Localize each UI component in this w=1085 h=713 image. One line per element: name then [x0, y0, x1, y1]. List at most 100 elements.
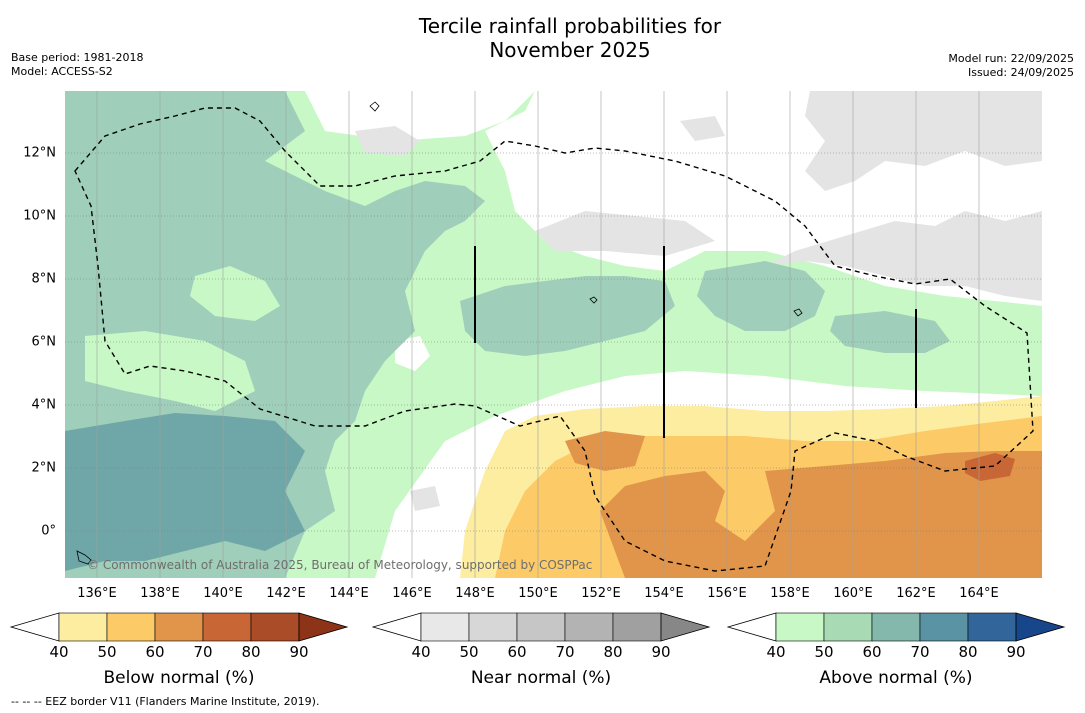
- region-near-1: [805, 91, 1042, 191]
- copyright-notice: © Commonwealth of Australia 2025, Bureau…: [87, 558, 593, 572]
- colorbar-tick: 40: [411, 643, 431, 661]
- graticule: [65, 152, 1042, 532]
- colorbar-below-extend-low: [10, 612, 60, 642]
- region-above-70: [65, 413, 305, 571]
- colorbar-near-extend-low: [372, 612, 422, 642]
- x-tick: 138°E: [140, 586, 180, 601]
- colorbar-below-bin-5: [250, 612, 300, 642]
- colorbar-tick: 80: [603, 643, 623, 661]
- region-above-50-pocket-2: [190, 266, 280, 321]
- colorbar-near-bin-2: [468, 612, 518, 642]
- colorbar-below-bin-3: [154, 612, 204, 642]
- region-below-70: [600, 451, 1042, 578]
- legend-below-label: Below normal (%): [103, 668, 255, 688]
- x-tick: 154°E: [644, 586, 684, 601]
- title-line-1: Tercile rainfall probabilities for: [418, 14, 722, 38]
- colorbar-above-extend-low: [727, 612, 777, 642]
- region-white-small-1: [395, 336, 430, 371]
- x-tick: 158°E: [770, 586, 810, 601]
- colorbar-tick: 50: [459, 643, 479, 661]
- colorbar-tick: 70: [555, 643, 575, 661]
- title-line-2: November 2025: [489, 38, 651, 62]
- colorbar-below-bin-2: [106, 612, 156, 642]
- colorbar-tick: 40: [49, 643, 69, 661]
- colorbar-near-bin-5: [612, 612, 662, 642]
- map-panel: [65, 91, 1042, 578]
- colorbar-below-normal: [10, 612, 349, 642]
- colorbar-tick: 60: [145, 643, 165, 661]
- meridians: [96, 91, 980, 578]
- colorbar-above-extend-high: [1015, 612, 1066, 642]
- eez-boundary-lines: [474, 246, 917, 438]
- y-axis-ticks: 12°N 10°N 8°N 6°N 4°N 2°N 0°: [0, 0, 60, 713]
- y-tick: 4°N: [31, 397, 57, 413]
- model-run: Model run: 22/09/2025: [948, 52, 1074, 65]
- colorbar-tick: 70: [193, 643, 213, 661]
- chart-title: Tercile rainfall probabilities for Novem…: [0, 14, 1085, 62]
- colorbar-tick: 80: [958, 643, 978, 661]
- x-tick: 160°E: [833, 586, 873, 601]
- y-tick: 2°N: [31, 460, 57, 476]
- x-tick: 148°E: [455, 586, 495, 601]
- islands: [76, 101, 803, 565]
- colorbar-tick: 50: [814, 643, 834, 661]
- colorbar-near-normal: [372, 612, 711, 642]
- y-tick: 12°N: [23, 145, 56, 161]
- model-name: Model: ACCESS-S2: [11, 65, 113, 78]
- colorbar-above-bin-1: [775, 612, 825, 642]
- region-above-60-east3: [830, 311, 950, 353]
- colorbar-tick: 70: [910, 643, 930, 661]
- y-tick: 10°N: [23, 208, 56, 224]
- eez-border: [74, 107, 1034, 572]
- colorbar-tick: 90: [1006, 643, 1026, 661]
- x-tick: 162°E: [896, 586, 936, 601]
- eez-footnote: -- -- -- EEZ border V11 (Flanders Marine…: [11, 695, 320, 708]
- colorbar-above-normal: [727, 612, 1066, 642]
- region-near-6: [410, 486, 440, 511]
- colorbar-tick: 90: [651, 643, 671, 661]
- colorbar-tick: 90: [289, 643, 309, 661]
- y-tick: 8°N: [31, 271, 57, 287]
- x-tick: 150°E: [518, 586, 558, 601]
- colorbar-tick: 40: [766, 643, 786, 661]
- x-tick: 146°E: [392, 586, 432, 601]
- colorbar-below-bin-1: [58, 612, 108, 642]
- legend-above-label: Above normal (%): [819, 668, 973, 688]
- colorbar-above-bin-3: [871, 612, 921, 642]
- y-tick: 6°N: [31, 334, 57, 350]
- region-white-top-left: [305, 91, 535, 141]
- x-tick: 156°E: [707, 586, 747, 601]
- x-tick: 164°E: [959, 586, 999, 601]
- meta-left: Base period: 1981-2018 Model: ACCESS-S2: [11, 51, 143, 79]
- colorbar-tick: 80: [241, 643, 261, 661]
- x-tick: 140°E: [203, 586, 243, 601]
- x-axis-ticks: 136°E 138°E 140°E 142°E 144°E 146°E 148°…: [0, 586, 1085, 604]
- colorbar-below-extend-high: [298, 612, 349, 642]
- colorbar-tick: 60: [862, 643, 882, 661]
- colorbar-near-bin-1: [420, 612, 470, 642]
- region-above-60-east: [460, 276, 675, 356]
- probability-map: [65, 91, 1042, 578]
- colorbar-below-bin-4: [202, 612, 252, 642]
- region-above-60-east2: [697, 261, 825, 331]
- legend-near-label: Near normal (%): [470, 668, 612, 688]
- colorbar-above-bin-4: [919, 612, 969, 642]
- colorbar-above-bin-5: [967, 612, 1017, 642]
- base-period: Base period: 1981-2018: [11, 51, 144, 64]
- x-tick: 142°E: [266, 586, 306, 601]
- colorbar-near-bin-3: [516, 612, 566, 642]
- region-near-3: [535, 211, 715, 256]
- x-tick: 144°E: [329, 586, 369, 601]
- region-near-2: [755, 211, 1042, 301]
- colorbar-near-extend-high: [660, 612, 711, 642]
- colorbar-tick: 60: [507, 643, 527, 661]
- y-tick: 0°: [41, 523, 56, 539]
- x-tick: 152°E: [581, 586, 621, 601]
- colorbar-above-bin-2: [823, 612, 873, 642]
- region-near-5: [680, 116, 725, 141]
- meta-right: Model run: 22/09/2025 Issued: 24/09/2025: [948, 52, 1074, 80]
- x-tick: 136°E: [77, 586, 117, 601]
- colorbar-near-bin-4: [564, 612, 614, 642]
- issued-date: Issued: 24/09/2025: [967, 66, 1074, 79]
- region-near-4: [355, 126, 420, 156]
